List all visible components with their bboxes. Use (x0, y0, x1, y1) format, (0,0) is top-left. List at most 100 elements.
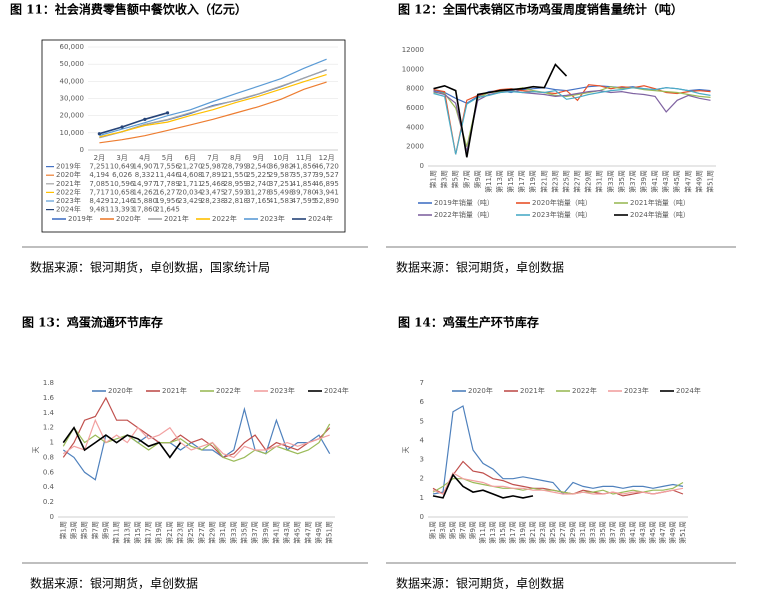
legend-label: 2021年 (520, 386, 545, 395)
y-tick-label: 4000 (406, 123, 424, 131)
figure-caption: 图 13：鸡蛋流通环节库存 (22, 315, 163, 330)
table-cell: 35,377 (292, 171, 317, 179)
table-cell: 37,165 (246, 197, 271, 205)
x-tick-label: 第29周 (584, 170, 593, 193)
x-tick-label: 第43周 (638, 521, 647, 544)
series-line (433, 86, 711, 147)
series-line (432, 405, 684, 495)
x-tick-label: 第25周 (186, 521, 195, 544)
x-tick-label: 第11周 (478, 521, 487, 544)
x-tick-label: 第7周 (90, 521, 99, 539)
x-tick-label: 第13周 (488, 521, 497, 544)
legend-label: 2020年 (108, 386, 133, 395)
table-cell: 52,890 (314, 197, 339, 205)
table-cell: 37,251 (269, 180, 294, 188)
legend-label: 2022年 (212, 214, 237, 223)
legend-label: 2020年 (468, 386, 493, 395)
x-tick-label: 第19周 (154, 521, 163, 544)
table-cell: 17,860 (133, 206, 158, 214)
table-cell: 41,854 (292, 180, 317, 188)
x-tick-label: 第35周 (617, 170, 626, 193)
series-line (432, 473, 534, 499)
table-cell: 32,818 (223, 197, 248, 205)
table-cell: 31,278 (246, 188, 271, 196)
series-line (433, 87, 711, 155)
figure-caption: 图 11：社会消费零售额中餐饮收入（亿元） (10, 2, 247, 17)
table-cell: 25,987 (201, 163, 226, 171)
x-tick-label: 10月 (273, 154, 289, 162)
x-tick-label: 第5周 (451, 170, 460, 188)
x-tick-label: 9月 (253, 154, 264, 162)
x-tick-label: 第3周 (438, 521, 447, 539)
x-tick-label: 第49周 (668, 521, 677, 544)
source-note: 数据来源：银河期货，卓创数据，国家统计局 (30, 260, 270, 275)
x-tick-label: 第29周 (568, 521, 577, 544)
x-tick-label: 第1周 (428, 521, 437, 539)
table-cell: 46,895 (314, 180, 339, 188)
x-tick-label: 第51周 (678, 521, 687, 544)
y-tick-label: 8000 (406, 85, 424, 93)
x-tick-label: 第35周 (239, 521, 248, 544)
x-tick-label: 2月 (94, 154, 105, 162)
x-tick-label: 第43周 (661, 170, 670, 193)
legend-label: 2019年 (68, 214, 93, 223)
table-cell: 17,556 (155, 163, 180, 171)
table-cell: 10,596 (110, 180, 135, 188)
y-tick-label: 1.4 (43, 409, 55, 417)
table-cell: 17,891 (201, 171, 226, 179)
y-tick-label: 1.6 (43, 394, 55, 402)
x-tick-label: 第9周 (473, 170, 482, 188)
source-note: 数据来源：银河期货，卓创数据 (396, 576, 564, 591)
table-cell: 7,251 (89, 163, 109, 171)
legend-label: 2024年 (324, 386, 349, 395)
x-tick-label: 第39周 (639, 170, 648, 193)
y-tick-label: 7 (420, 379, 424, 387)
y-tick-label: 6000 (406, 104, 424, 112)
y-tick-label: 0 (50, 513, 54, 521)
table-cell: 10,658 (110, 188, 135, 196)
table-cell: 29,587 (269, 171, 294, 179)
x-tick-label: 第13周 (495, 170, 504, 193)
x-tick-label: 第37周 (628, 170, 637, 193)
table-cell: 47,595 (292, 197, 317, 205)
x-tick-label: 第23周 (176, 521, 185, 544)
x-tick-label: 第13周 (122, 521, 131, 544)
table-cell: 9,481 (89, 206, 109, 214)
y-tick-label: 1.2 (43, 424, 54, 432)
x-tick-label: 第33周 (588, 521, 597, 544)
y-tick-label: 10000 (402, 65, 424, 73)
x-tick-label: 第9周 (101, 521, 110, 539)
x-tick-label: 第31周 (218, 521, 227, 544)
y-tick-label: 20,000 (60, 112, 85, 120)
legend-label: 2020年销量（吨） (532, 198, 592, 207)
legend-label: 2023年 (260, 214, 285, 223)
table-row-label: 2020年 (56, 170, 81, 179)
x-tick-label: 第35周 (598, 521, 607, 544)
y-tick-label: 0.2 (43, 498, 54, 506)
table-cell: 7,085 (89, 180, 109, 188)
x-tick-label: 第39周 (261, 521, 270, 544)
table-cell: 13,393 (110, 206, 135, 214)
x-tick-label: 7月 (207, 154, 218, 162)
series-line (433, 63, 568, 158)
x-tick-label: 第31周 (595, 170, 604, 193)
y-tick-label: 50,000 (60, 60, 85, 68)
x-tick-label: 第5周 (448, 521, 457, 539)
x-tick-label: 第37周 (250, 521, 259, 544)
x-tick-label: 第15周 (133, 521, 142, 544)
x-tick-label: 11月 (296, 154, 312, 162)
point-marker (97, 132, 101, 136)
source-note: 数据来源：银河期货，卓创数据 (396, 260, 564, 275)
series-line (99, 58, 327, 137)
x-tick-label: 第41周 (628, 521, 637, 544)
x-tick-label: 第17周 (508, 521, 517, 544)
x-tick-label: 第45周 (672, 170, 681, 193)
table-cell: 16,277 (155, 188, 180, 196)
x-tick-label: 第11周 (484, 170, 493, 193)
x-tick-label: 第3周 (69, 521, 78, 539)
table-cell: 41,856 (292, 163, 317, 171)
x-tick-label: 第47周 (683, 170, 692, 193)
y-tick-label: 4 (420, 436, 425, 444)
table-row-label: 2024年 (56, 205, 81, 214)
